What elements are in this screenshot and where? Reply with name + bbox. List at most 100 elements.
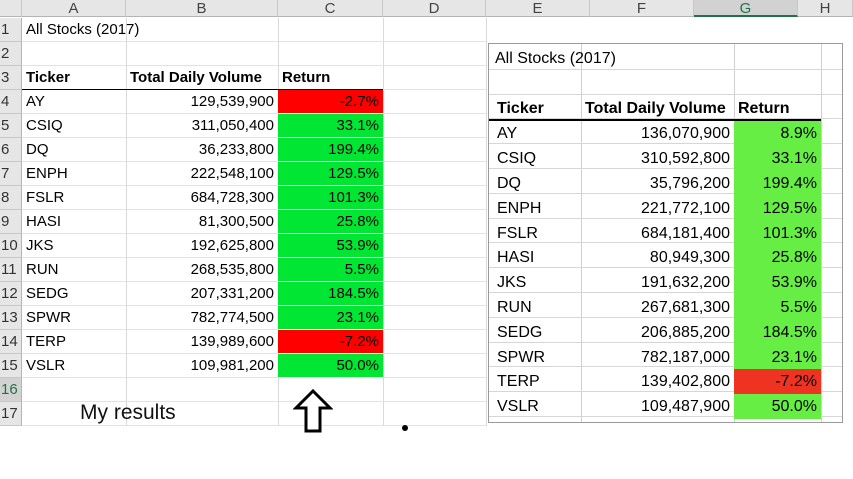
column-header-g[interactable]: G xyxy=(694,0,798,17)
row-header-11[interactable]: 11 xyxy=(0,258,22,282)
right-volume-cell: 109,487,900 xyxy=(641,398,730,415)
gridline-horizontal xyxy=(22,65,486,66)
volume-cell[interactable]: 311,050,400 xyxy=(191,117,274,134)
ticker-cell[interactable]: VSLR xyxy=(26,357,66,374)
row-header-14[interactable]: 14 xyxy=(0,330,22,354)
return-cell[interactable]: 50.0% xyxy=(278,354,383,378)
right-return-cell: 50.0% xyxy=(734,394,821,419)
right-ticker-cell: VSLR xyxy=(497,398,539,415)
ticker-cell[interactable]: DQ xyxy=(26,141,49,158)
gridline-horizontal xyxy=(22,41,486,42)
right-return-cell: 23.1% xyxy=(734,345,821,370)
right-volume-cell: 221,772,100 xyxy=(641,200,730,217)
row-header-7[interactable]: 7 xyxy=(0,162,22,186)
right-ticker-cell: SEDG xyxy=(497,324,543,341)
volume-cell[interactable]: 207,331,200 xyxy=(190,285,274,302)
ticker-cell[interactable]: AY xyxy=(26,93,45,110)
return-cell[interactable]: 23.1% xyxy=(278,306,383,330)
ticker-cell[interactable]: TERP xyxy=(26,333,67,350)
row-header-15[interactable]: 15 xyxy=(0,354,22,378)
volume-cell[interactable]: 782,774,500 xyxy=(190,309,274,326)
right-ticker-cell: CSIQ xyxy=(497,150,537,167)
volume-cell[interactable]: 139,989,600 xyxy=(190,333,274,350)
table-gridline-horizontal xyxy=(489,292,842,293)
return-cell[interactable]: -2.7% xyxy=(278,90,383,114)
return-cell[interactable]: 129.5% xyxy=(278,162,383,186)
right-return-cell: -7.2% xyxy=(734,369,821,394)
gridline-horizontal xyxy=(22,377,486,378)
table-gridline-horizontal xyxy=(489,168,842,169)
volume-cell[interactable]: 109,981,200 xyxy=(190,357,274,374)
row-header-2[interactable]: 2 xyxy=(0,42,22,66)
row-header-5[interactable]: 5 xyxy=(0,114,22,138)
ticker-cell[interactable]: HASI xyxy=(26,213,62,230)
ticker-cell[interactable]: FSLR xyxy=(26,189,65,206)
reference-results-table: All Stocks (2017) Ticker Total Daily Volum… xyxy=(488,43,843,423)
return-cell[interactable]: 33.1% xyxy=(278,114,383,138)
return-cell[interactable]: -7.2% xyxy=(278,330,383,354)
column-header-d[interactable]: D xyxy=(383,0,486,17)
ticker-cell[interactable]: SEDG xyxy=(26,285,69,302)
right-return-cell: 129.5% xyxy=(734,196,821,221)
row-header-1[interactable]: 1 xyxy=(0,18,22,42)
right-return-cell: 199.4% xyxy=(734,171,821,196)
return-cell[interactable]: 25.8% xyxy=(278,210,383,234)
volume-cell[interactable]: 268,535,800 xyxy=(190,261,274,278)
return-cell[interactable]: 199.4% xyxy=(278,138,383,162)
column-header-a[interactable]: A xyxy=(22,0,126,17)
header-ticker[interactable]: Ticker xyxy=(26,69,70,86)
row-header-17[interactable]: 17 xyxy=(0,402,22,426)
row-header-12[interactable]: 12 xyxy=(0,282,22,306)
volume-cell[interactable]: 222,548,100 xyxy=(190,165,274,182)
gridline-horizontal xyxy=(22,305,486,306)
up-arrow-icon xyxy=(293,388,333,433)
table-gridline-horizontal xyxy=(489,118,842,119)
gridline-horizontal xyxy=(22,257,486,258)
row-header-3[interactable]: 3 xyxy=(0,66,22,90)
volume-cell[interactable]: 192,625,800 xyxy=(190,237,274,254)
column-header-h[interactable]: H xyxy=(798,0,853,17)
column-header-e[interactable]: E xyxy=(486,0,590,17)
gridline-horizontal xyxy=(22,161,486,162)
sheet-title[interactable]: All Stocks (2017) xyxy=(26,21,140,38)
return-cell[interactable]: 184.5% xyxy=(278,282,383,306)
row-header-10[interactable]: 10 xyxy=(0,234,22,258)
ticker-cell[interactable]: CSIQ xyxy=(26,117,63,134)
right-return-cell: 53.9% xyxy=(734,270,821,295)
row-header-4[interactable]: 4 xyxy=(0,90,22,114)
right-volume-cell: 139,402,800 xyxy=(641,373,730,390)
ticker-cell[interactable]: SPWR xyxy=(26,309,71,326)
volume-cell[interactable]: 684,728,300 xyxy=(190,189,274,206)
select-all-corner[interactable] xyxy=(0,0,22,17)
right-return-cell: 25.8% xyxy=(734,245,821,270)
header-return[interactable]: Return xyxy=(282,69,331,86)
table-gridline-horizontal xyxy=(489,416,842,417)
right-volume-cell: 80,949,300 xyxy=(649,249,730,266)
row-header-8[interactable]: 8 xyxy=(0,186,22,210)
row-header-9[interactable]: 9 xyxy=(0,210,22,234)
column-header-b[interactable]: B xyxy=(126,0,278,17)
row-header-6[interactable]: 6 xyxy=(0,138,22,162)
ticker-cell[interactable]: ENPH xyxy=(26,165,68,182)
table-gridline-horizontal xyxy=(489,391,842,392)
return-cell[interactable]: 101.3% xyxy=(278,186,383,210)
row-header-16[interactable]: 16 xyxy=(0,378,22,402)
right-volume-cell: 136,070,900 xyxy=(641,125,730,142)
right-header-ticker: Ticker xyxy=(497,100,544,117)
right-ticker-cell: HASI xyxy=(497,249,535,266)
header-volume[interactable]: Total Daily Volume xyxy=(130,69,262,86)
volume-cell[interactable]: 36,233,800 xyxy=(198,141,274,158)
ticker-cell[interactable]: RUN xyxy=(26,261,59,278)
gridline-vertical xyxy=(383,18,384,426)
return-cell[interactable]: 53.9% xyxy=(278,234,383,258)
right-return-cell: 8.9% xyxy=(734,121,821,146)
volume-cell[interactable]: 129,539,900 xyxy=(190,93,274,110)
return-cell[interactable]: 5.5% xyxy=(278,258,383,282)
volume-cell[interactable]: 81,300,500 xyxy=(198,213,274,230)
ticker-cell[interactable]: JKS xyxy=(26,237,54,254)
column-header-f[interactable]: F xyxy=(590,0,694,17)
right-volume-cell: 206,885,200 xyxy=(641,324,730,341)
column-header-c[interactable]: C xyxy=(278,0,383,17)
row-header-13[interactable]: 13 xyxy=(0,306,22,330)
right-ticker-cell: FSLR xyxy=(497,225,538,242)
